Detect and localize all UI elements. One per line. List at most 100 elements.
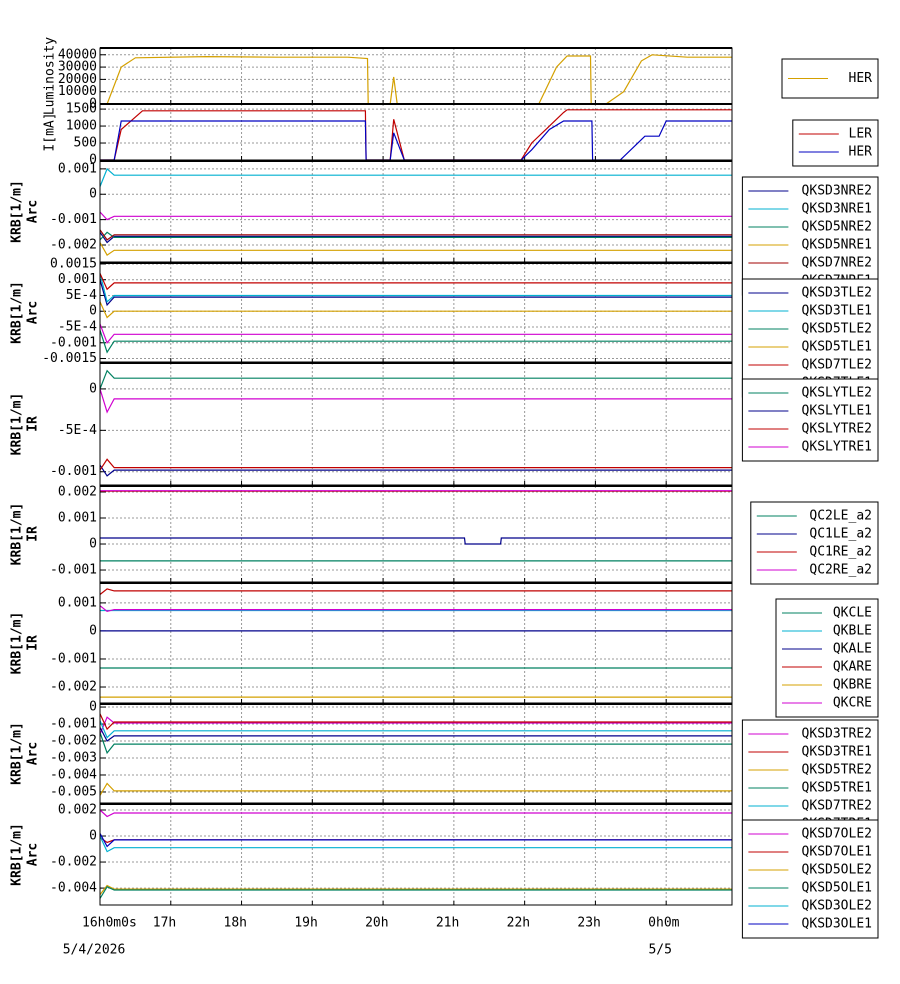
legend-box: [741, 278, 879, 398]
y-tick-label: 0.001: [58, 161, 97, 176]
y-tick-label: 0: [89, 381, 97, 396]
panel-background: [100, 363, 732, 485]
legend-label: QKSD3TRE1: [802, 745, 872, 760]
y-axis-label: Arc: [26, 742, 41, 765]
y-tick-label: 0.002: [58, 484, 97, 499]
series-line: [99, 809, 732, 818]
series-line: [99, 720, 732, 739]
y-axis-label: Luminosity: [43, 37, 58, 115]
y-tick-label: 0: [89, 304, 97, 319]
y-tick-label: 0: [89, 187, 97, 202]
panel-background: [100, 104, 732, 160]
y-axis-label: I[mA]: [43, 112, 58, 151]
series-line: [99, 716, 732, 735]
series-line: [99, 588, 732, 595]
legend-label: QC1LE_a2: [809, 527, 872, 542]
y-tick-label: -0.003: [50, 751, 97, 766]
y-tick-label: 0: [89, 537, 97, 552]
legend-label: QKBRE: [833, 678, 872, 693]
y-tick-label: -5E-4: [58, 320, 97, 335]
legend-label: QKALE: [833, 642, 872, 657]
y-tick-label: -0.001: [50, 651, 97, 666]
x-tick-label: 16h0m0s: [82, 916, 137, 931]
y-tick-label: 0: [89, 153, 97, 168]
plot-area: [99, 167, 732, 256]
y-tick-label: 5E-4: [66, 288, 97, 303]
series-line: [99, 388, 732, 414]
y-tick-label: 10000: [58, 84, 97, 99]
x-tick-label: 18h: [224, 916, 247, 931]
x-tick-label: 19h: [294, 916, 317, 931]
panel-background: [100, 704, 732, 803]
series-line: [100, 109, 732, 161]
panel-background: [100, 263, 732, 362]
legend-box: [792, 119, 879, 167]
y-tick-label: 0.001: [58, 511, 97, 526]
y-axis-label: IR: [26, 526, 41, 542]
y-tick-label: 0.002: [58, 802, 97, 817]
y-axis-label: IR: [26, 635, 41, 651]
y-tick-label: 0.001: [58, 272, 97, 287]
series-line: [99, 229, 732, 241]
y-axis-label: Arc: [26, 843, 41, 866]
legend-box: [741, 719, 879, 839]
series-line: [99, 782, 732, 796]
legend-label: QKSD3TLE2: [802, 286, 872, 301]
y-axis-label: KRB[1/m]: [10, 393, 25, 456]
legend-label: QKSLYTRE2: [802, 422, 872, 437]
series-line: [99, 713, 732, 731]
series-line: [99, 211, 732, 221]
y-tick-label: -0.001: [50, 563, 97, 578]
series-line: [100, 120, 732, 161]
y-axis-label: KRB[1/m]: [10, 823, 25, 886]
panel-background: [100, 486, 732, 582]
series-line: [99, 231, 732, 244]
series-line: [99, 231, 732, 241]
plot-area: [99, 369, 732, 477]
y-tick-label: -0.002: [50, 237, 97, 252]
series-line: [99, 833, 732, 848]
y-tick-label: -0.0015: [42, 351, 97, 366]
series-line: [99, 732, 732, 755]
legend-label: QKSD5OLE1: [802, 881, 872, 896]
legend-label: LER: [849, 127, 873, 142]
y-tick-label: 1500: [66, 102, 97, 117]
y-tick-label: 0.0015: [50, 256, 97, 271]
legend-label: QKSD3TRE2: [802, 727, 872, 742]
series-line: [99, 605, 732, 612]
y-tick-label: 30000: [58, 60, 97, 75]
y-axis-label: IR: [26, 416, 41, 432]
series-line: [99, 323, 732, 344]
legend-label: QKSD3NRE1: [802, 202, 872, 217]
legend-label: QKSLYTLE1: [802, 404, 872, 419]
legend-label: QKCRE: [833, 696, 872, 711]
legend-label: QKSD3OLE1: [802, 917, 872, 932]
legend-label: HER: [849, 71, 873, 86]
legend-label: QKARE: [833, 660, 872, 675]
y-tick-label: -0.005: [50, 784, 97, 799]
legend-label: QC2LE_a2: [809, 509, 872, 524]
y-tick-label: -0.001: [50, 464, 97, 479]
plot-area: [99, 713, 732, 796]
y-tick-label: -0.002: [50, 680, 97, 695]
y-axis-label: Arc: [26, 200, 41, 223]
plot-area: [99, 809, 732, 899]
legend-label: QKSD3TLE1: [802, 304, 872, 319]
y-tick-label: -0.002: [50, 734, 97, 749]
y-tick-label: -5E-4: [58, 423, 97, 438]
legend-box: [741, 819, 879, 939]
series-line: [99, 464, 732, 477]
y-tick-label: -0.002: [50, 855, 97, 870]
legend-label: QKSD3NRE2: [802, 184, 872, 199]
y-axis-label: KRB[1/m]: [10, 612, 25, 675]
series-line: [99, 458, 732, 471]
x-tick-label: 17h: [153, 916, 176, 931]
y-tick-label: -0.001: [50, 335, 97, 350]
legend-label: QKSD7TLE2: [802, 358, 872, 373]
series-line: [99, 167, 732, 187]
series-line: [99, 835, 732, 853]
x-tick-label: 23h: [577, 916, 600, 931]
legend-label: QKSD7TRE2: [802, 799, 872, 814]
y-axis-label: Arc: [26, 301, 41, 324]
